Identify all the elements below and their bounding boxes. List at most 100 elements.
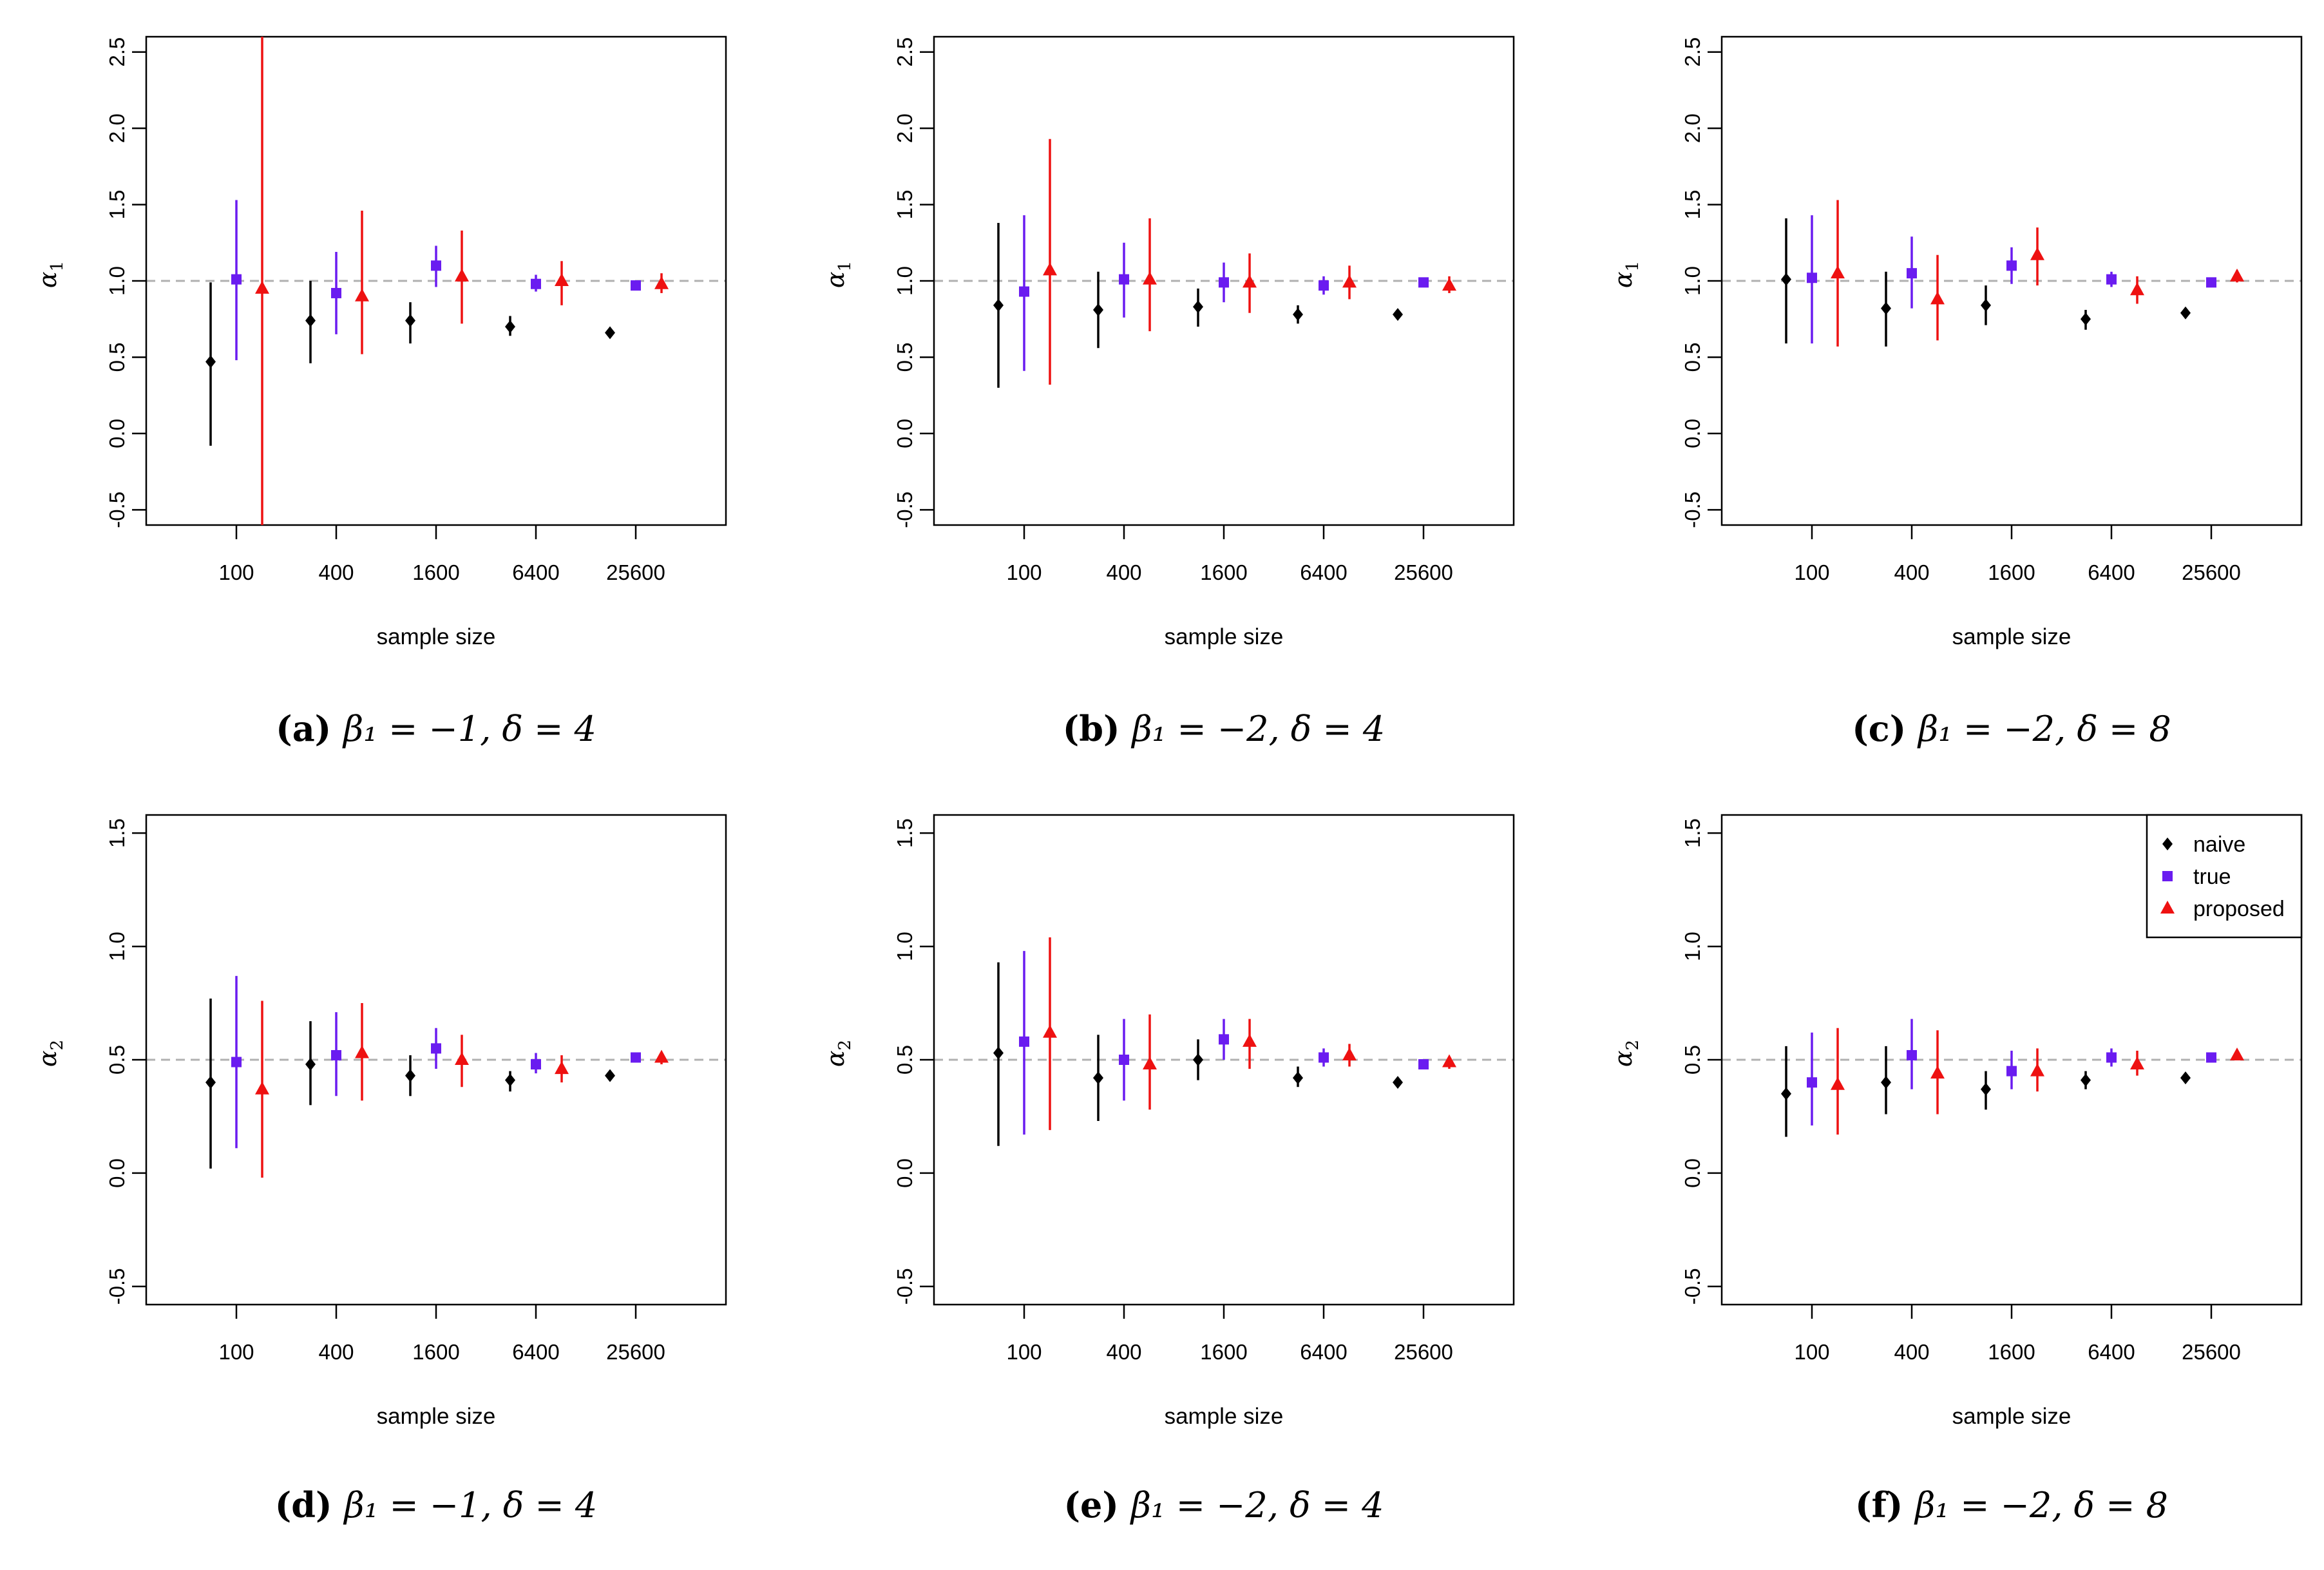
y-tick-label: 0.5 (893, 343, 917, 372)
y-tick-label: 1.5 (893, 818, 917, 848)
point-true (1319, 1052, 1329, 1063)
x-tick-label: 400 (318, 560, 354, 584)
y-tick-label: 0.5 (1681, 1045, 1704, 1075)
y-tick-label: 1.0 (105, 266, 129, 296)
y-tick-label: 1.0 (1681, 932, 1704, 961)
data-marks (205, 975, 669, 1178)
point-true (531, 1059, 541, 1070)
y-tick-label: 0.0 (105, 1158, 129, 1188)
point-true (431, 1043, 441, 1054)
x-tick-label: 100 (1794, 1340, 1829, 1364)
panel-c: -0.5 0.0 0.5 1.0 1.5 2.0 2.5 α1 100 400 1600 6400 25… (1609, 35, 2303, 749)
y-tick-label: 2.5 (893, 37, 917, 67)
point-true (2006, 260, 2017, 271)
point-naive (1093, 303, 1103, 317)
point-naive (2180, 306, 2191, 320)
x-tick-label: 1600 (1200, 560, 1247, 584)
point-proposed (255, 1081, 269, 1095)
point-naive (1393, 308, 1403, 321)
point-naive (1293, 308, 1303, 321)
point-proposed (2230, 268, 2244, 282)
point-true (231, 1057, 242, 1067)
point-proposed (455, 268, 469, 282)
point-proposed (1930, 291, 1945, 305)
point-naive (405, 314, 415, 327)
point-true (1418, 1059, 1429, 1070)
x-tick-label: 1600 (412, 560, 459, 584)
point-true (631, 1052, 641, 1063)
point-proposed (1831, 265, 1845, 279)
point-true (331, 1049, 341, 1060)
point-true (1907, 1049, 1917, 1060)
point-proposed (2230, 1047, 2244, 1060)
point-proposed (2130, 282, 2144, 296)
y-axis-label: α1 (821, 261, 855, 288)
point-naive (205, 1076, 216, 1089)
x-tick-label: 6400 (512, 1340, 559, 1364)
point-naive (993, 1046, 1004, 1060)
legend-marker-naive (2162, 838, 2173, 850)
legend-label-true: true (2193, 865, 2231, 889)
y-axis-label: α1 (1609, 261, 1643, 288)
point-naive (1981, 298, 1991, 312)
y-tick-label: 0.0 (893, 1158, 917, 1188)
x-tick-label: 400 (318, 1340, 354, 1364)
point-naive (305, 1058, 316, 1071)
point-naive (505, 1073, 515, 1087)
x-axis-label: sample size (377, 624, 496, 649)
x-tick-label: 100 (1006, 1340, 1042, 1364)
x-tick-label: 25600 (606, 560, 665, 584)
x-axis-label: sample size (1952, 1404, 2072, 1429)
x-tick-label: 1600 (412, 1340, 459, 1364)
point-naive (993, 298, 1004, 312)
point-proposed (1442, 278, 1456, 291)
point-true (1019, 1036, 1029, 1047)
point-naive (605, 326, 615, 340)
y-tick-label: 1.0 (893, 932, 917, 961)
y-tick-label: 1.5 (893, 190, 917, 220)
point-true (1119, 274, 1129, 285)
x-tick-label: 6400 (2088, 560, 2135, 584)
data-marks (993, 937, 1456, 1146)
x-tick-label: 1600 (1988, 560, 2035, 584)
point-naive (2081, 312, 2091, 326)
x-tick-label: 400 (1106, 1340, 1141, 1364)
x-axis-label: sample size (1165, 1404, 1284, 1429)
y-tick-label: 0.0 (1681, 419, 1704, 448)
point-true (1319, 280, 1329, 291)
x-tick-label: 1600 (1200, 1340, 1247, 1364)
y-tick-label: 0.0 (1681, 1158, 1704, 1188)
point-proposed (1831, 1077, 1845, 1090)
data-marks (1781, 200, 2244, 347)
point-naive (1193, 1053, 1203, 1066)
y-tick-label: 1.5 (105, 190, 129, 220)
panel-d: -0.5 0.0 0.5 1.0 1.5 α2 100 400 1600 6400 25600 sam… (33, 814, 727, 1526)
point-naive (405, 1069, 415, 1082)
y-axis-label: α1 (33, 261, 67, 288)
y-tick-label: -0.5 (105, 1268, 129, 1305)
panel-caption: (a) β₁ = −1, δ = 4 (276, 708, 596, 749)
point-proposed (1143, 271, 1157, 285)
data-marks (993, 139, 1456, 388)
y-tick-label: -0.5 (1681, 1268, 1704, 1305)
point-naive (305, 314, 316, 327)
y-tick-label: 0.0 (893, 419, 917, 448)
point-true (1807, 273, 1817, 283)
point-proposed (1143, 1057, 1157, 1070)
panel-f: -0.5 0.0 0.5 1.0 1.5 α2 100 400 1600 6400 25600 sam… (1609, 814, 2303, 1526)
point-naive (205, 355, 216, 369)
x-tick-label: 100 (218, 1340, 254, 1364)
point-proposed (2130, 1057, 2144, 1070)
y-tick-label: 1.5 (105, 818, 129, 848)
point-proposed (555, 1061, 569, 1075)
point-proposed (2030, 1063, 2044, 1077)
data-marks (205, 37, 669, 525)
y-axis-label: α2 (821, 1040, 855, 1067)
y-tick-label: 2.5 (105, 37, 129, 67)
point-proposed (1342, 1047, 1357, 1060)
y-tick-label: 0.5 (893, 1045, 917, 1075)
point-proposed (654, 276, 669, 289)
point-true (1418, 277, 1429, 288)
point-true (531, 278, 541, 289)
point-naive (2081, 1073, 2091, 1087)
